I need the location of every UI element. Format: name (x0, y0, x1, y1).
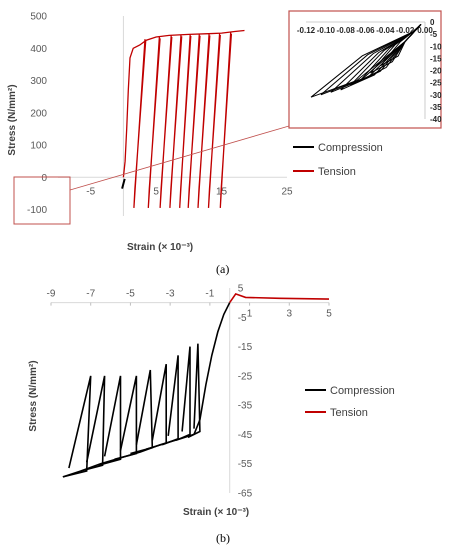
panel-a-y-ticks: 500 400 300 200 100 0 -100 (27, 12, 47, 217)
panel-a-legend-compression-label: Compression (318, 142, 383, 154)
panel-b-y-tick-label: -25 (238, 371, 253, 382)
panel-b-compression-cycle-line (130, 369, 154, 455)
panel-a-tension-cycle-line (179, 34, 192, 208)
panel-a-compression-line (121, 178, 126, 189)
panel-b-compression-cycle-line (146, 363, 167, 450)
panel-a-legend-tension-label: Tension (318, 166, 356, 178)
panel-a-y-tick-label: 100 (30, 141, 47, 152)
inset-y-ticks: 0 -5 -10 -15 -20 -25 -30 -35 -40 (430, 18, 442, 124)
panel-b-x-tick-label: -1 (205, 289, 214, 300)
inset-y-tick-label: -15 (430, 54, 442, 63)
panel-a-x-tick-label: 5 (153, 186, 159, 197)
panel-b-y-tick-label: -5 (238, 313, 247, 324)
panel-b-x-tick-label: -9 (47, 289, 56, 300)
inset-y-tick-label: -35 (430, 103, 442, 112)
panel-b-x-tick-label: -3 (166, 289, 175, 300)
panel-a-tension-envelope-line (122, 29, 245, 178)
panel-a-y-tick-label: 400 (30, 44, 47, 55)
panel-b-compression-cycle-line (187, 343, 201, 439)
panel-b-compression-cycle-line (62, 375, 92, 478)
panel-a-x-axis-title: Strain (× 10⁻³) (127, 242, 193, 253)
panel-a-tension-cycle-line (133, 39, 147, 208)
inset-y-tick-label: -25 (430, 79, 442, 88)
panel-b-axes (50, 288, 330, 493)
panel-b-x-tick-label: -7 (86, 289, 95, 300)
panel-b-compression-cycle-line (98, 375, 122, 466)
panel-b-y-axis-title: Stress (N/mm²) (28, 360, 39, 431)
panel-b-y-tick-label: -15 (238, 342, 253, 353)
inset-y-tick-label: -20 (430, 67, 442, 76)
inset-loops (310, 24, 422, 98)
panel-a-tension-cycle-line (219, 32, 233, 208)
panel-a-x-tick-label: 25 (281, 186, 293, 197)
panel-b-x-tick-label: 3 (287, 309, 293, 320)
panel-b-compression-cycle-line (114, 375, 138, 461)
panel-b-chart: -9 -7 -5 -3 -1 1 3 5 5 -5 -15 -25 -35 -45 -55 -65 Stra… (28, 284, 395, 546)
inset-y-tick-label: -5 (430, 30, 438, 39)
panel-b-x-tick-label: 1 (247, 309, 253, 320)
panel-a-tension-cycle-line (207, 33, 221, 208)
panel-b-legend-tension-label: Tension (330, 407, 368, 419)
inset-x-tick-label: -0.10 (317, 26, 336, 35)
panel-a-inset-chart: -0.12 -0.10 -0.08 -0.06 -0.04 -0.02 0.00 0 -5 -1… (288, 10, 442, 129)
panel-a-y-tick-label: -100 (27, 205, 47, 216)
inset-x-tick-label: -0.08 (337, 26, 356, 35)
panel-b-tension-line (229, 292, 330, 304)
inset-x-tick-label: 0.00 (417, 26, 433, 35)
panel-b-compression-curve (62, 302, 231, 478)
panel-a-y-tick-label: 0 (41, 173, 47, 184)
panel-b-compression-cycle-line (161, 355, 179, 446)
panel-b-legend-compression-label: Compression (330, 385, 395, 397)
panel-a-y-tick-label: 500 (30, 12, 47, 23)
panel-a-tension-curve (122, 29, 245, 208)
inset-axes (306, 21, 426, 119)
inset-x-tick-label: -0.04 (376, 26, 395, 35)
panel-a-y-tick-label: 200 (30, 108, 47, 119)
panel-a-y-axis-title: Stress (N/mm²) (7, 84, 18, 155)
inset-y-tick-label: -40 (430, 115, 442, 124)
inset-y-tick-label: -10 (430, 42, 442, 51)
panel-b-x-ticks: -9 -7 -5 -3 -1 1 3 5 (47, 289, 333, 320)
panel-b-y-ticks: 5 -5 -15 -25 -35 -45 -55 -65 (238, 284, 253, 500)
inset-x-tick-label: -0.12 (297, 26, 316, 35)
panel-b-tension-curve (229, 292, 330, 304)
panel-b-y-tick-label: -45 (238, 430, 253, 441)
panel-b-y-tick-label: -65 (238, 489, 253, 500)
inset-x-tick-label: -0.06 (356, 26, 375, 35)
panel-a-compression-curve (121, 178, 126, 189)
panel-a-zoom-highlight-box (13, 176, 71, 225)
inset-y-tick-label: 0 (430, 18, 435, 27)
inset-x-tick-label: -0.02 (396, 26, 415, 35)
panel-b-compression-cycle-line (80, 375, 106, 472)
panel-a-label: (a) (216, 262, 229, 276)
panel-b-label: (b) (216, 531, 230, 545)
panel-b-y-tick-label: -55 (238, 459, 253, 470)
panel-a-y-tick-label: 300 (30, 76, 47, 87)
panel-a-x-tick-label: -5 (86, 186, 95, 197)
inset-x-ticks: -0.12 -0.10 -0.08 -0.06 -0.04 -0.02 0.00 (297, 26, 433, 35)
panel-b-y-tick-label: -35 (238, 401, 253, 412)
panel-a-tension-cycle-line (147, 36, 161, 208)
panel-b-compression-cycle-line (175, 346, 191, 442)
panel-a-tension-cycle-line (159, 35, 173, 208)
panel-b-x-tick-label: 5 (326, 309, 332, 320)
inset-y-tick-label: -30 (430, 91, 442, 100)
panel-b-x-axis-title: Strain (× 10⁻³) (183, 507, 249, 518)
panel-a-zoom-connector-line (69, 125, 290, 191)
panel-a-tension-cycle-line (197, 33, 211, 208)
panel-b-x-tick-label: -5 (126, 289, 135, 300)
inset-loop-line (380, 24, 422, 67)
panel-a-tension-cycle-line (169, 34, 183, 208)
panel-b-y-tick-label: 5 (238, 284, 244, 295)
panel-a-tension-cycle-line (187, 34, 201, 208)
